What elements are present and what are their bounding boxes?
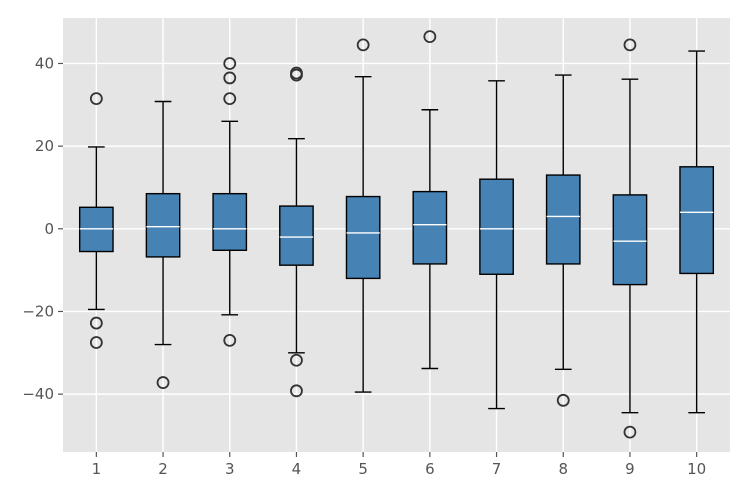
outlier-point (290, 68, 303, 82)
x-tick-label: 10 (687, 460, 706, 478)
x-axis: 1 2 3 4 5 6 7 8 9 10 (92, 452, 706, 478)
outlier-point (223, 71, 237, 85)
box-group-7 (479, 80, 514, 410)
outlier-point (556, 393, 570, 407)
boxes (78, 30, 715, 439)
x-tick-label: 7 (492, 460, 502, 478)
x-tick-label: 6 (425, 460, 435, 478)
outlier-point (623, 38, 637, 52)
box-iqr (612, 194, 648, 286)
y-tick-label: −40 (22, 385, 54, 403)
x-tick-label: 9 (625, 460, 635, 478)
outlier-point (356, 38, 370, 52)
box-iqr (679, 166, 715, 275)
outlier-point (290, 384, 303, 398)
box-iqr (212, 192, 248, 251)
box-group-4 (279, 66, 314, 398)
outlier-point (223, 333, 237, 347)
outlier-point (423, 30, 437, 43)
x-tick-label: 3 (225, 460, 235, 478)
x-tick-label: 2 (158, 460, 168, 478)
box-iqr (479, 178, 514, 275)
box-group-5 (345, 38, 381, 393)
box-iqr (545, 174, 581, 265)
box-group-1 (78, 92, 114, 349)
x-tick-label: 4 (292, 460, 302, 478)
box-group-2 (145, 100, 181, 389)
x-tick-label: 8 (558, 460, 568, 478)
box-iqr (279, 205, 314, 266)
box-iqr (145, 192, 181, 258)
x-tick-label: 1 (92, 460, 102, 478)
y-tick-label: 40 (35, 54, 54, 72)
outlier-point (223, 57, 237, 70)
outlier-point (223, 92, 237, 105)
outlier-point (290, 353, 303, 367)
y-tick-label: −20 (22, 302, 54, 320)
outlier-point (156, 376, 170, 389)
box-iqr (345, 195, 381, 280)
y-tick-label: 0 (44, 220, 54, 238)
box-group-3 (212, 57, 248, 347)
box-iqr (412, 190, 448, 265)
box-group-8 (545, 74, 581, 407)
outlier-point (89, 92, 103, 105)
y-axis: −40 −20 0 20 40 (22, 54, 63, 403)
x-tick-label: 5 (358, 460, 368, 478)
y-tick-label: 20 (35, 137, 54, 155)
box-group-10 (679, 50, 715, 414)
outlier-point (623, 425, 637, 439)
outlier-point (89, 316, 103, 330)
box-group-6 (412, 30, 448, 370)
box-group-9 (612, 38, 648, 439)
outlier-point (89, 336, 103, 349)
